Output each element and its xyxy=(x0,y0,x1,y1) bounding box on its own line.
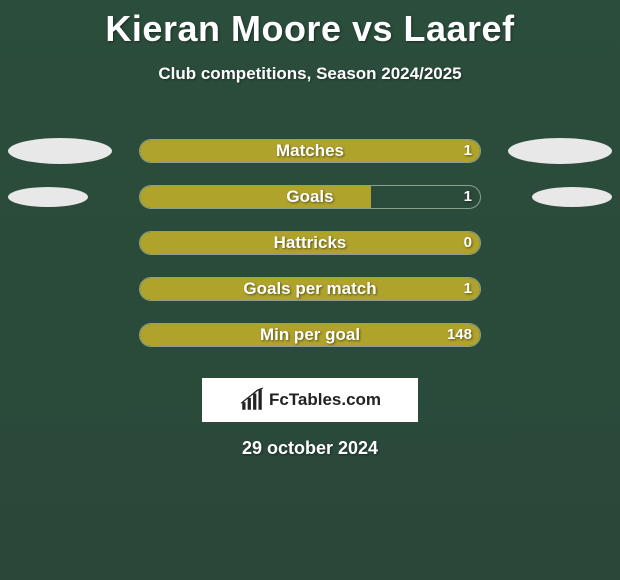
stat-row: Goals per match1 xyxy=(0,266,620,312)
stat-label: Min per goal xyxy=(140,324,480,346)
page-subtitle: Club competitions, Season 2024/2025 xyxy=(0,64,620,84)
stat-label: Matches xyxy=(140,140,480,162)
stat-bar: Goals1 xyxy=(139,185,481,209)
date-text: 29 october 2024 xyxy=(0,438,620,459)
stat-bar: Matches1 xyxy=(139,139,481,163)
stat-row: Matches1 xyxy=(0,128,620,174)
ellipse-left xyxy=(8,138,112,164)
stats-container: Matches1Goals1Hattricks0Goals per match1… xyxy=(0,128,620,358)
logo-text: FcTables.com xyxy=(269,390,381,410)
stat-label: Hattricks xyxy=(140,232,480,254)
chart-icon xyxy=(239,387,265,413)
stat-row: Min per goal148 xyxy=(0,312,620,358)
stat-label: Goals xyxy=(140,186,480,208)
stat-value: 0 xyxy=(464,232,472,254)
stat-bar: Min per goal148 xyxy=(139,323,481,347)
stat-value: 1 xyxy=(464,186,472,208)
page-title: Kieran Moore vs Laaref xyxy=(0,0,620,50)
stat-bar: Goals per match1 xyxy=(139,277,481,301)
ellipse-right xyxy=(508,138,612,164)
stat-label: Goals per match xyxy=(140,278,480,300)
stat-bar: Hattricks0 xyxy=(139,231,481,255)
stat-row: Goals1 xyxy=(0,174,620,220)
logo-box: FcTables.com xyxy=(202,378,418,422)
stat-value: 148 xyxy=(447,324,472,346)
stat-value: 1 xyxy=(464,140,472,162)
ellipse-left xyxy=(8,187,88,207)
stat-row: Hattricks0 xyxy=(0,220,620,266)
ellipse-right xyxy=(532,187,612,207)
stat-value: 1 xyxy=(464,278,472,300)
